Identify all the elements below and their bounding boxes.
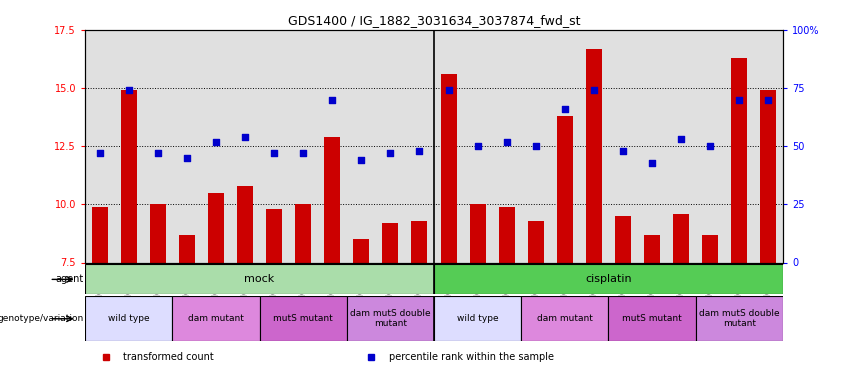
Point bbox=[151, 150, 164, 156]
Point bbox=[616, 148, 630, 154]
Bar bbox=[702, 235, 718, 262]
Point bbox=[355, 157, 368, 163]
Bar bbox=[295, 204, 311, 262]
Bar bbox=[470, 204, 486, 262]
Text: dam mutS double
mutant: dam mutS double mutant bbox=[350, 309, 431, 328]
Bar bbox=[528, 220, 544, 262]
Bar bbox=[586, 49, 602, 262]
Text: mock: mock bbox=[244, 274, 275, 284]
Bar bbox=[208, 193, 224, 262]
Point bbox=[587, 87, 601, 93]
Point bbox=[704, 143, 717, 149]
Bar bbox=[92, 207, 107, 262]
Point bbox=[733, 97, 746, 103]
Bar bbox=[441, 74, 456, 262]
Text: wild type: wild type bbox=[108, 314, 150, 323]
Text: dam mutant: dam mutant bbox=[537, 314, 593, 323]
Bar bbox=[172, 296, 260, 341]
Point bbox=[674, 136, 688, 142]
Bar bbox=[644, 235, 660, 262]
Bar bbox=[557, 116, 573, 262]
Point bbox=[267, 150, 281, 156]
Bar bbox=[266, 209, 282, 262]
Point bbox=[180, 155, 194, 161]
Point bbox=[413, 148, 426, 154]
Bar bbox=[260, 296, 347, 341]
Text: cisplatin: cisplatin bbox=[585, 274, 631, 284]
Text: dam mutS double
mutant: dam mutS double mutant bbox=[699, 309, 780, 328]
Point bbox=[384, 150, 397, 156]
Bar bbox=[412, 220, 427, 262]
Point bbox=[471, 143, 484, 149]
Point bbox=[296, 150, 310, 156]
Bar bbox=[608, 296, 696, 341]
Bar bbox=[499, 207, 515, 262]
Bar bbox=[696, 296, 783, 341]
Point bbox=[238, 134, 252, 140]
Bar bbox=[353, 239, 369, 262]
Point bbox=[558, 106, 572, 112]
Bar bbox=[347, 296, 434, 341]
Point bbox=[529, 143, 543, 149]
Bar bbox=[179, 235, 195, 262]
Point bbox=[209, 139, 223, 145]
Bar bbox=[121, 90, 137, 262]
Bar bbox=[521, 296, 608, 341]
Bar bbox=[85, 264, 434, 294]
Bar bbox=[150, 204, 166, 262]
Text: dam mutant: dam mutant bbox=[188, 314, 244, 323]
Text: wild type: wild type bbox=[457, 314, 499, 323]
Point bbox=[645, 159, 659, 165]
Point bbox=[122, 87, 135, 93]
Point bbox=[442, 87, 455, 93]
Bar bbox=[615, 216, 631, 262]
Bar bbox=[382, 223, 398, 262]
Bar bbox=[237, 186, 253, 262]
Point bbox=[500, 139, 513, 145]
Bar bbox=[673, 214, 689, 262]
Text: genotype/variation: genotype/variation bbox=[0, 314, 83, 323]
Text: mutS mutant: mutS mutant bbox=[622, 314, 682, 323]
Title: GDS1400 / IG_1882_3031634_3037874_fwd_st: GDS1400 / IG_1882_3031634_3037874_fwd_st bbox=[288, 15, 580, 27]
Bar bbox=[731, 58, 747, 262]
Bar bbox=[85, 296, 172, 341]
Text: mutS mutant: mutS mutant bbox=[273, 314, 333, 323]
Bar bbox=[434, 264, 783, 294]
Text: agent: agent bbox=[55, 274, 83, 284]
Point bbox=[93, 150, 106, 156]
Bar bbox=[324, 137, 340, 262]
Bar bbox=[761, 90, 776, 262]
Text: percentile rank within the sample: percentile rank within the sample bbox=[389, 352, 554, 362]
Text: transformed count: transformed count bbox=[123, 352, 214, 362]
Bar bbox=[434, 296, 521, 341]
Point bbox=[762, 97, 775, 103]
Point bbox=[325, 97, 339, 103]
